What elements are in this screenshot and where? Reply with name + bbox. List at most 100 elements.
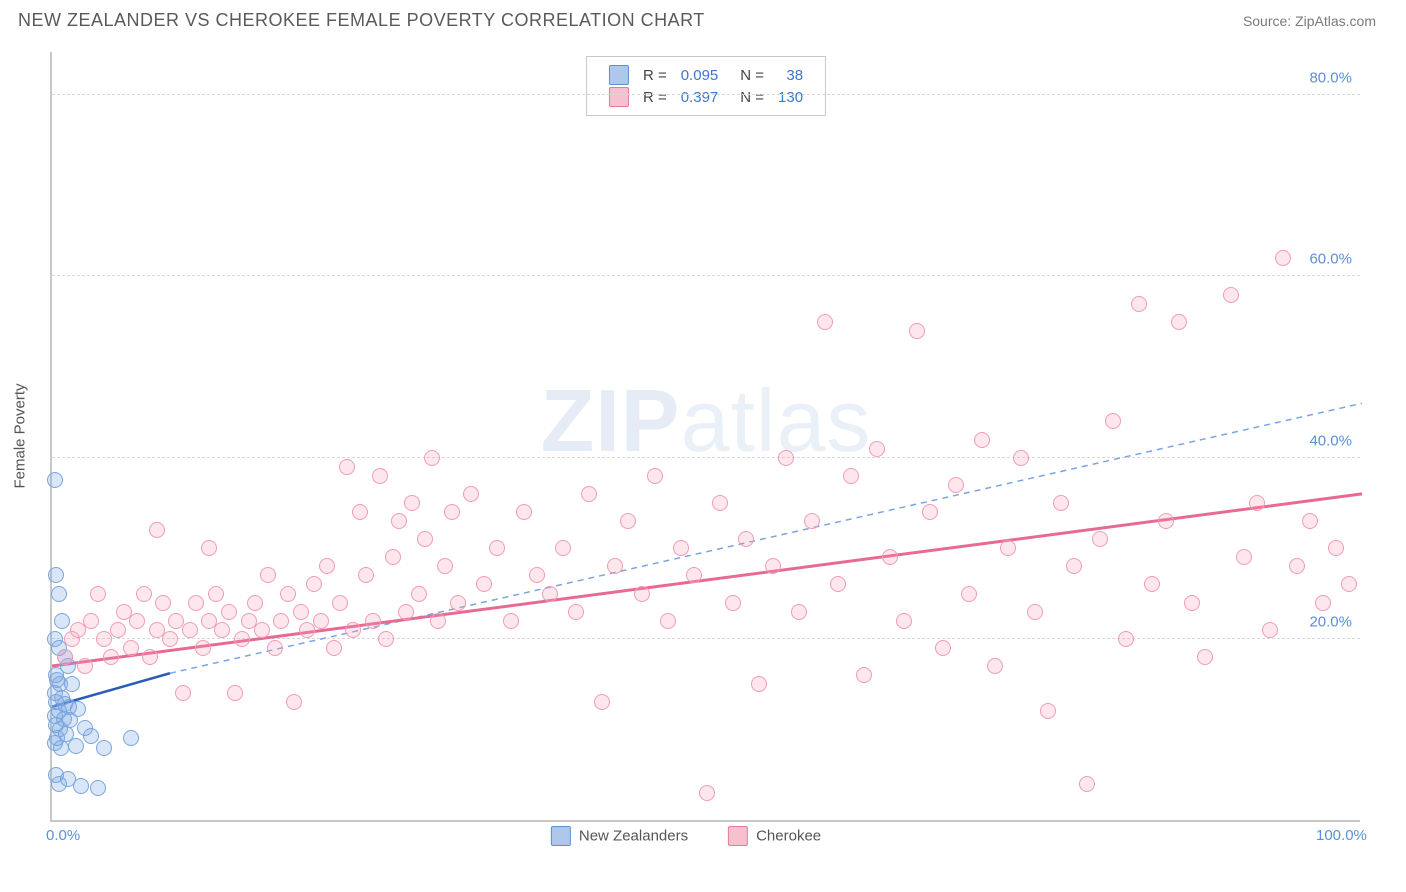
data-point-ch xyxy=(227,685,243,701)
data-point-ch xyxy=(909,323,925,339)
data-point-ch xyxy=(437,558,453,574)
data-point-ch xyxy=(267,640,283,656)
data-point-ch xyxy=(660,613,676,629)
data-point-ch xyxy=(221,604,237,620)
data-point-ch xyxy=(1013,450,1029,466)
data-point-ch xyxy=(791,604,807,620)
data-point-ch xyxy=(1171,314,1187,330)
data-point-ch xyxy=(594,694,610,710)
data-point-ch xyxy=(1289,558,1305,574)
data-point-ch xyxy=(273,613,289,629)
data-point-ch xyxy=(280,586,296,602)
data-point-ch xyxy=(503,613,519,629)
data-point-ch xyxy=(882,549,898,565)
data-point-nz xyxy=(54,613,70,629)
data-point-ch xyxy=(1131,296,1147,312)
data-point-ch xyxy=(647,468,663,484)
data-point-ch xyxy=(175,685,191,701)
data-point-ch xyxy=(896,613,912,629)
data-point-ch xyxy=(398,604,414,620)
trendlines-layer xyxy=(52,50,1362,820)
data-point-ch xyxy=(1341,576,1357,592)
data-point-ch xyxy=(489,540,505,556)
data-point-ch xyxy=(804,513,820,529)
data-point-ch xyxy=(142,649,158,665)
data-point-nz xyxy=(47,472,63,488)
data-point-ch xyxy=(247,595,263,611)
data-point-ch xyxy=(463,486,479,502)
data-point-ch xyxy=(195,640,211,656)
data-point-ch xyxy=(444,504,460,520)
data-point-ch xyxy=(339,459,355,475)
data-point-ch xyxy=(620,513,636,529)
data-point-nz xyxy=(90,780,106,796)
data-point-ch xyxy=(1158,513,1174,529)
data-point-ch xyxy=(254,622,270,638)
data-point-ch xyxy=(1302,513,1318,529)
data-point-ch xyxy=(123,640,139,656)
data-point-ch xyxy=(1328,540,1344,556)
data-point-nz xyxy=(51,776,67,792)
data-point-ch xyxy=(319,558,335,574)
data-point-ch xyxy=(1223,287,1239,303)
data-point-ch xyxy=(404,495,420,511)
data-point-ch xyxy=(1079,776,1095,792)
chart-title: NEW ZEALANDER VS CHEROKEE FEMALE POVERTY… xyxy=(18,10,705,31)
data-point-ch xyxy=(182,622,198,638)
data-point-ch xyxy=(391,513,407,529)
data-point-ch xyxy=(476,576,492,592)
data-point-ch xyxy=(817,314,833,330)
data-point-nz xyxy=(73,778,89,794)
data-point-ch xyxy=(869,441,885,457)
data-point-ch xyxy=(1262,622,1278,638)
data-point-ch xyxy=(1105,413,1121,429)
data-point-ch xyxy=(417,531,433,547)
data-point-ch xyxy=(1027,604,1043,620)
data-point-nz xyxy=(83,728,99,744)
data-point-ch xyxy=(372,468,388,484)
data-point-ch xyxy=(751,676,767,692)
data-point-ch xyxy=(149,522,165,538)
data-point-ch xyxy=(830,576,846,592)
data-point-ch xyxy=(155,595,171,611)
data-point-ch xyxy=(581,486,597,502)
data-point-ch xyxy=(607,558,623,574)
data-point-ch xyxy=(411,586,427,602)
data-point-ch xyxy=(765,558,781,574)
data-point-ch xyxy=(90,586,106,602)
data-point-nz xyxy=(53,740,69,756)
data-point-ch xyxy=(378,631,394,647)
source-attribution: Source: ZipAtlas.com xyxy=(1243,13,1376,29)
data-point-ch xyxy=(961,586,977,602)
data-point-ch xyxy=(542,586,558,602)
data-point-ch xyxy=(136,586,152,602)
data-point-ch xyxy=(77,658,93,674)
data-point-ch xyxy=(450,595,466,611)
data-point-ch xyxy=(234,631,250,647)
data-point-ch xyxy=(673,540,689,556)
data-point-ch xyxy=(699,785,715,801)
data-point-ch xyxy=(516,504,532,520)
data-point-ch xyxy=(987,658,1003,674)
data-point-ch xyxy=(529,567,545,583)
data-point-ch xyxy=(260,567,276,583)
data-point-ch xyxy=(1092,531,1108,547)
data-point-ch xyxy=(1249,495,1265,511)
data-point-ch xyxy=(568,604,584,620)
data-point-ch xyxy=(345,622,361,638)
data-point-ch xyxy=(208,586,224,602)
data-point-ch xyxy=(935,640,951,656)
data-point-ch xyxy=(214,622,230,638)
y-axis-label: Female Poverty xyxy=(12,383,29,488)
data-point-ch xyxy=(1236,549,1252,565)
data-point-ch xyxy=(57,649,73,665)
data-point-ch xyxy=(430,613,446,629)
data-point-ch xyxy=(1275,250,1291,266)
data-point-ch xyxy=(1053,495,1069,511)
legend-item-ch: Cherokee xyxy=(728,827,821,844)
data-point-ch xyxy=(162,631,178,647)
data-point-ch xyxy=(974,432,990,448)
data-point-ch xyxy=(712,495,728,511)
data-point-ch xyxy=(1000,540,1016,556)
data-point-ch xyxy=(1118,631,1134,647)
